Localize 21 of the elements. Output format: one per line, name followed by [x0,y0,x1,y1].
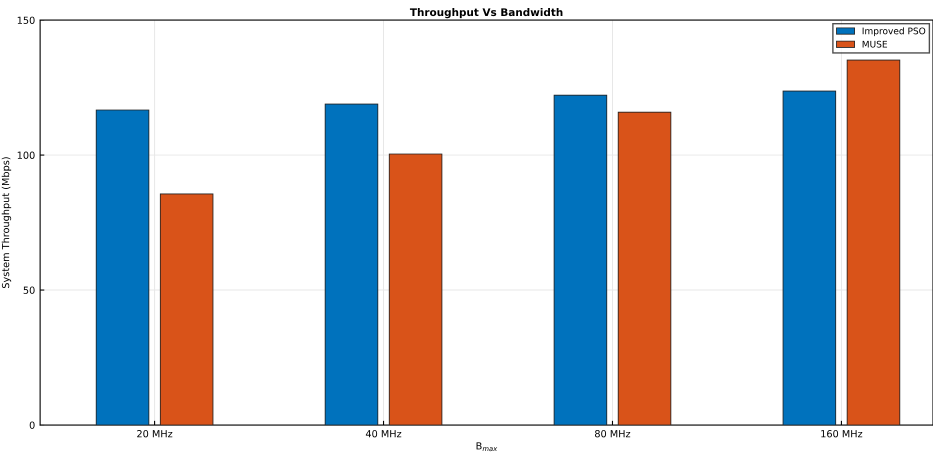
x-tick-label: 40 MHz [366,430,402,438]
y-axis-title: System Throughput (Mbps) [2,157,12,288]
x-tick-label: 20 MHz [137,430,172,438]
bar [160,194,214,426]
legend-label: MUSE [862,40,888,48]
x-tick-label: 160 MHz [821,430,862,438]
y-tick-label: 0 [30,421,35,429]
bar [388,154,442,426]
y-tick-label: 150 [18,16,35,24]
bar [554,94,608,426]
bar [846,60,900,426]
x-tick-label: 80 MHz [595,430,630,438]
bar [324,104,378,426]
legend-label: Improved PSO [862,27,926,36]
y-tick-label: 100 [18,152,35,159]
bar [782,90,836,426]
chart-title: Throughput Vs Bandwidth [410,8,562,18]
bar [618,112,672,426]
bar [96,110,150,426]
y-tick-label: 50 [24,286,35,294]
x-axis-title: B$_{max}$ [476,442,498,452]
